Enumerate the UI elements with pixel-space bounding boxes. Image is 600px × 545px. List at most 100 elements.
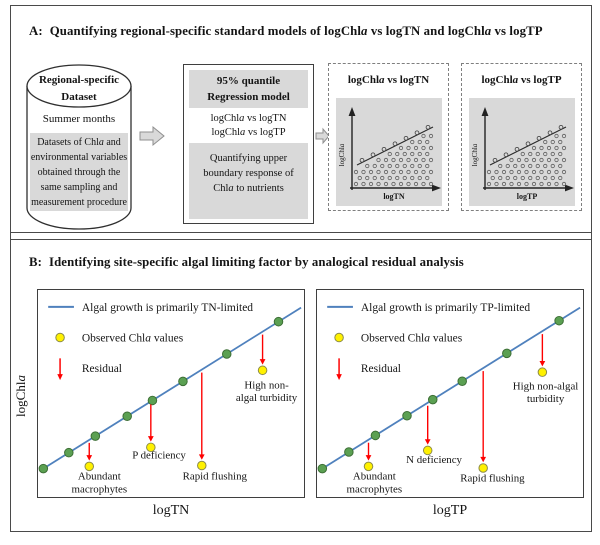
scatter-dot [425,163,430,169]
scatter-dot [417,175,422,181]
legend-arrowhead-icon [336,374,342,381]
scatter-dot [546,157,552,163]
residual-plot-tn: Abundant macrophytes P deficiency Rapid flu… [37,289,305,498]
scatter-dot [402,175,407,181]
observed-point [478,463,488,473]
model-point [427,394,438,405]
scatter-dot [387,163,392,169]
scatter-dot [380,163,385,169]
annotation-label: macrophytes [72,483,128,495]
observed-point [146,442,156,453]
scatter-dot [543,163,548,169]
residual-arrowhead-icon [86,455,93,461]
model-point [317,463,328,474]
mini-y-arrowhead-icon [481,107,489,116]
scatter-dot [376,169,381,175]
scatter-dot [365,163,370,169]
standard-plot-title: logChla vs logTN [347,74,430,86]
scatter-dot [428,133,434,139]
scatter-dot [561,157,567,163]
panel-a-title: A: Quantifying regional-specific standard… [29,24,543,39]
scatter-dot [561,133,567,139]
scatter-dot [554,157,559,163]
scatter-dot [516,181,522,187]
scatter-dot [539,157,544,163]
annotation-label: N deficiency [406,454,462,466]
model-point [122,411,132,421]
model-box-purpose: Quantifying upper boundary response of C… [189,143,308,219]
scatter-dot [376,181,381,187]
scatter-dot [425,175,430,181]
mini-x-arrowhead-icon [565,184,574,192]
scatter-dot [535,163,540,169]
legend-label: Algal growth is primarily TN-limited [82,302,253,314]
scatter-dot [428,145,434,151]
scatter-dot [498,175,503,181]
scatter-dot [546,145,552,151]
scatter-dot [546,181,552,187]
observed-point [537,367,548,377]
annotation-label: macrophytes [347,483,403,495]
scatter-dot [383,181,389,187]
standard-model-line [319,306,581,471]
annotation-label: algal turbidity [236,392,298,404]
scatter-dot [428,169,434,175]
scatter-dot [554,169,559,175]
scatter-dot [410,151,415,157]
scatter-dot [421,181,426,187]
scatter-dot [509,181,514,187]
model-point [554,315,564,326]
boundary-point [514,146,520,152]
residual-arrowhead-icon [147,436,154,442]
scatter-dot [561,145,567,151]
scatter-dot [413,181,419,187]
scatter-dot [398,157,404,163]
scatter-dot [387,175,392,181]
scatter-dot [501,169,507,175]
standard-plot-title: logChla vs logTP [481,74,562,86]
scatter-dot [528,163,533,169]
scatter-dot [561,181,567,187]
model-point [502,348,512,359]
annotation-label: High non-algal [513,380,579,392]
scatter-dot [410,139,415,145]
scatter-dot [490,175,495,181]
scatter-dot [531,169,537,175]
scatter-dot [513,175,518,181]
scatter-dot [365,175,370,181]
residual-arrowhead-icon [424,439,431,445]
figure-frame: A: Quantifying regional-specific standard… [10,5,592,532]
scatter-dot [406,145,411,151]
scatter-dot [509,169,514,175]
scatter-dot [505,163,510,169]
standard-plot-tn: logTN logChla [336,98,442,206]
scatter-dot [368,169,374,175]
annotation-label: High non- [244,379,289,391]
residual-arrowhead-icon [539,360,546,367]
scatter-dot [402,163,407,169]
scatter-dot [413,169,419,175]
scatter-dot [550,139,555,145]
scatter-dot [550,175,555,181]
scatter-dot [383,157,389,163]
mini-x-label: logTN [383,192,405,201]
scatter-dot [494,181,499,187]
legend-label: Residual [361,363,401,375]
model-point [64,447,74,458]
boundary-point [414,130,420,136]
boundary-point [492,157,498,163]
annotation-label: Abundant [78,470,121,482]
scatter-dot [376,157,381,163]
scatter-dot [406,169,411,175]
scatter-dot [425,139,430,145]
model-point [344,447,354,457]
boundary-point [503,152,509,158]
scatter-dot [486,169,492,175]
scatter-dot [353,169,359,175]
cylinder-description: Datasets of Chla and environmental varia… [30,133,128,211]
scatter-dot [558,139,563,145]
scatter-dot [528,151,533,157]
scatter-dot [395,175,400,181]
scatter-dot [395,163,400,169]
scatter-dot [417,163,422,169]
